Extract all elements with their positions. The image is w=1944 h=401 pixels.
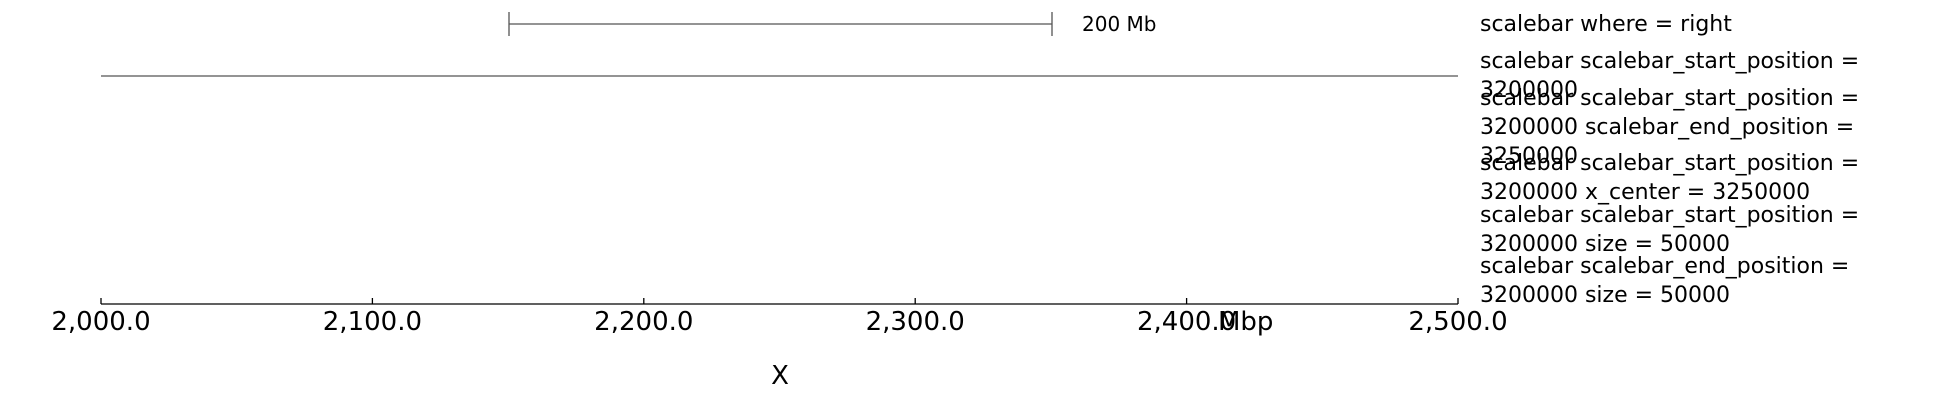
x-axis-ticks: 2,000.0 2,100.0 2,200.0 2,300.0 2,400.0 2,500…: [51, 298, 1508, 337]
track-label-start-x-center: scalebar scalebar_start_position = 32000…: [1480, 151, 1860, 205]
x-axis-tick-label: 2,200.0: [594, 307, 693, 337]
x-axis-tick-label: 2,500.0: [1408, 307, 1507, 337]
track-label-end-size: scalebar scalebar_end_position = 3200000…: [1480, 254, 1850, 308]
x-axis: 2,000.0 2,100.0 2,200.0 2,300.0 2,400.0 2,500…: [51, 298, 1508, 391]
scalebar: 200 Mb: [508, 12, 1156, 36]
track-label-where-right: scalebar where = right: [1480, 12, 1732, 37]
x-axis-tick-label: 2,100.0: [323, 307, 422, 337]
track-label-start-position: scalebar scalebar_start_position = 32000…: [1480, 49, 1860, 103]
chromosome-label: X: [771, 361, 789, 391]
x-axis-tick-label: 2,000.0: [51, 307, 150, 337]
x-axis-tick-label: 2,400.0: [1137, 307, 1236, 337]
axis-unit-label: Mbp: [1218, 307, 1273, 337]
x-axis-tick-label: 2,300.0: [866, 307, 965, 337]
track-label-start-end-position: scalebar scalebar_start_position = 32000…: [1480, 86, 1860, 169]
scalebar-label: 200 Mb: [1082, 12, 1156, 36]
track-label-start-size: scalebar scalebar_start_position = 32000…: [1480, 203, 1860, 257]
